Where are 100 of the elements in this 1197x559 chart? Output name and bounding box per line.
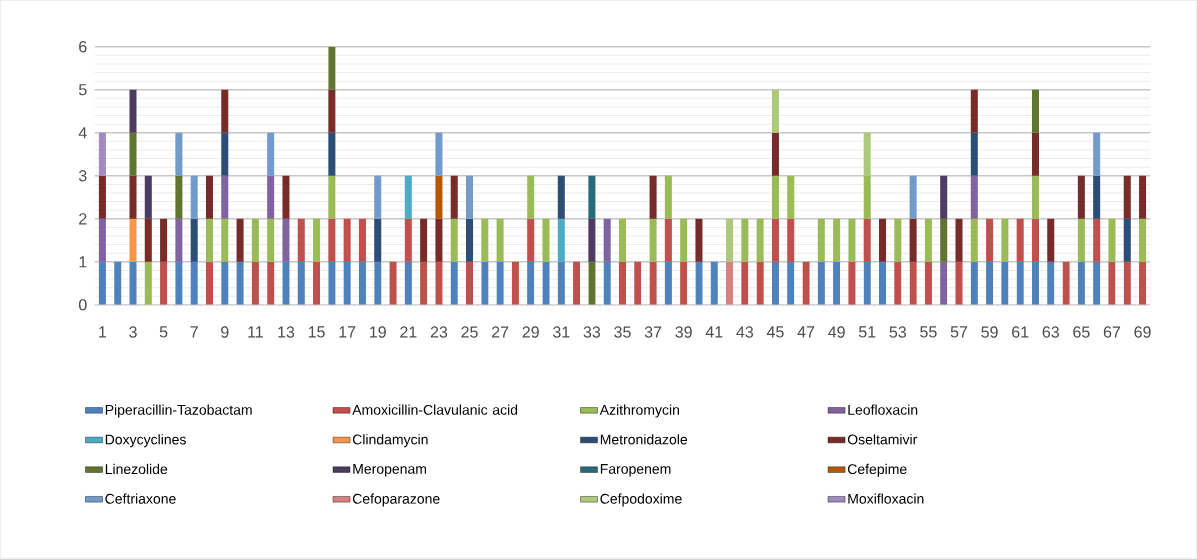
bar (236, 261, 244, 305)
bar (129, 175, 137, 219)
bar (817, 261, 825, 305)
bar (833, 261, 841, 305)
bar (741, 261, 749, 305)
bar (634, 261, 642, 305)
x-tick-label: 49 (828, 326, 845, 338)
bar (420, 218, 428, 262)
bar (221, 218, 229, 262)
bar (98, 261, 106, 305)
bar (481, 218, 489, 262)
x-tick-label: 27 (492, 326, 509, 338)
bar (144, 218, 152, 262)
x-tick-label: 9 (221, 326, 229, 338)
bar (986, 261, 994, 305)
bar (557, 175, 565, 219)
bar (664, 261, 672, 305)
bar (1139, 218, 1147, 262)
bar (879, 218, 887, 262)
bar (221, 132, 229, 176)
legend-label: Azithromycin (599, 404, 679, 418)
x-tick-label: 7 (190, 326, 198, 338)
x-tick-label: 1 (99, 326, 107, 338)
y-tick-label: 3 (78, 170, 87, 182)
bar (940, 218, 948, 262)
bar (1031, 261, 1039, 305)
legend-label: Faropenem (600, 464, 671, 477)
bar (741, 218, 749, 262)
bar (833, 218, 841, 262)
bar (802, 261, 810, 305)
bar (267, 218, 275, 262)
bar (496, 218, 504, 262)
bar (251, 261, 259, 305)
x-tick-label: 33 (583, 326, 601, 338)
y-tick-label: 6 (79, 41, 87, 53)
bar (970, 261, 978, 305)
bar (343, 218, 351, 262)
bar (726, 261, 734, 305)
bar (649, 261, 657, 305)
bar (756, 261, 764, 305)
bar (404, 261, 412, 305)
legend-label: Piperacillin-Tazobactam (105, 404, 252, 418)
bar (466, 261, 474, 305)
bar (129, 89, 137, 133)
bar (680, 261, 688, 305)
bar (160, 218, 168, 262)
bar (297, 218, 305, 262)
x-tick-label: 57 (950, 326, 968, 338)
legend-label: Leofloxacin (848, 404, 918, 415)
bar (144, 261, 152, 305)
bar (1031, 89, 1039, 133)
bar (542, 261, 550, 305)
legend-label: Cefepime (847, 463, 907, 478)
legend-label: Cefpodoxime (600, 493, 682, 507)
bar (511, 261, 519, 305)
bar (190, 261, 198, 305)
bar (129, 261, 137, 305)
x-tick-label: 67 (1103, 326, 1121, 338)
bar (450, 261, 458, 305)
x-tick-label: 21 (400, 326, 417, 338)
bar (1123, 175, 1131, 219)
x-tick-label: 15 (308, 326, 325, 338)
bar (328, 218, 336, 262)
bar (1031, 175, 1039, 219)
x-tick-label: 41 (705, 326, 723, 338)
x-tick-label: 29 (522, 326, 539, 338)
bar (894, 261, 902, 305)
bar (970, 218, 978, 262)
bar (1062, 261, 1070, 305)
x-tick-label: 53 (889, 326, 907, 338)
bar (955, 218, 963, 262)
x-tick-label: 43 (736, 326, 754, 338)
bar (924, 218, 932, 262)
bar (970, 89, 978, 133)
bar (557, 218, 565, 262)
bar (160, 261, 168, 305)
bar (251, 218, 259, 262)
bar (649, 175, 657, 219)
x-tick-label: 11 (248, 326, 263, 338)
x-tick-label: 23 (430, 326, 448, 338)
bar (313, 218, 321, 262)
bar (236, 218, 244, 262)
legend-label: Amoxicillin-Clavulanic acid (352, 404, 518, 415)
x-tick-label: 63 (1042, 326, 1059, 338)
bar (190, 218, 198, 262)
x-tick-label: 3 (129, 326, 137, 338)
bar (863, 175, 871, 219)
bar (527, 261, 535, 305)
bar (1139, 261, 1147, 305)
bar (970, 132, 978, 176)
bar (1108, 218, 1116, 262)
bar (1031, 132, 1039, 176)
bar (909, 218, 917, 262)
legend-label: Clindamycin (352, 434, 428, 448)
bar (756, 218, 764, 262)
bar (1031, 218, 1039, 262)
bar (557, 261, 565, 305)
bar (787, 261, 795, 305)
bar (129, 132, 137, 176)
bar (1077, 218, 1085, 262)
